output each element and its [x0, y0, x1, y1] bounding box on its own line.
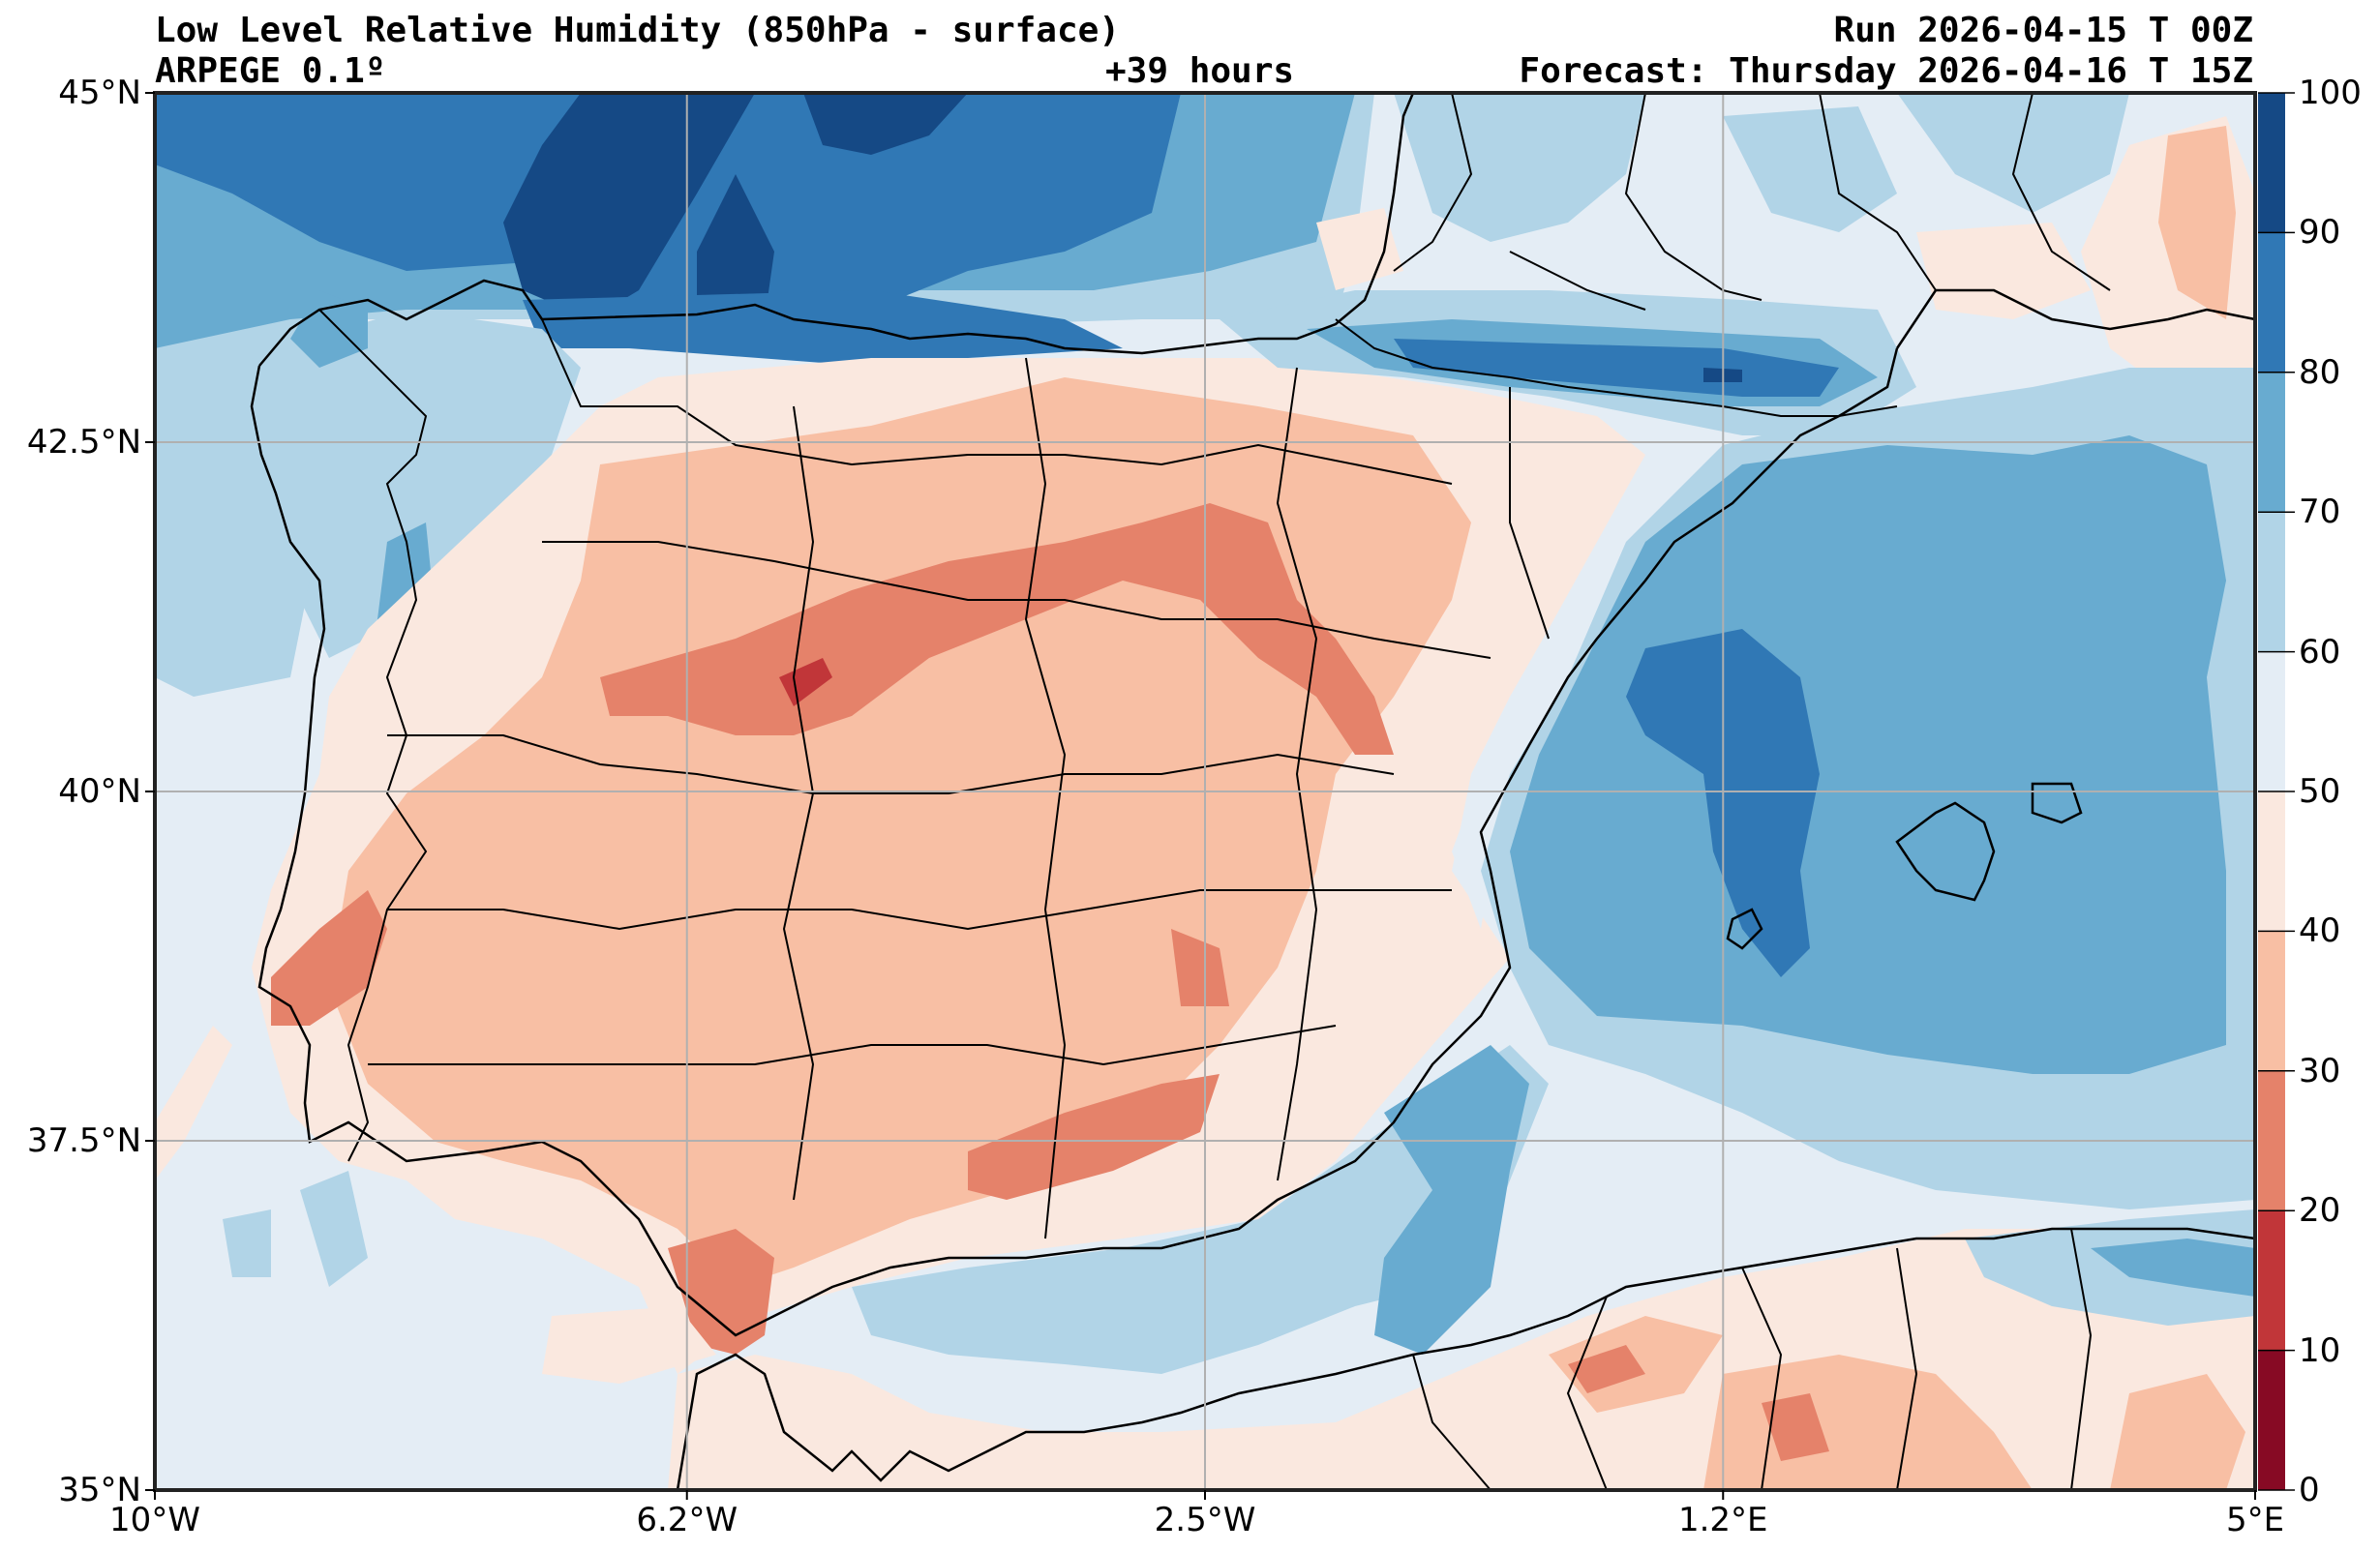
model-label: ARPEGE 0.1º	[155, 51, 386, 91]
border-france-regions	[1393, 93, 2111, 311]
colorbar-tick-label: 0	[2299, 1471, 2320, 1509]
colorbar-tick-label: 20	[2299, 1191, 2341, 1231]
colorbar-segment	[2258, 931, 2285, 1071]
colorbar-segment	[2258, 1070, 2285, 1211]
colorbar-segment	[2258, 651, 2285, 791]
border-regions-v3	[1276, 367, 1318, 1181]
field-alboran-70	[1374, 1045, 1529, 1355]
colorbar-tick-label: 70	[2299, 492, 2341, 532]
border-regions-5	[368, 1025, 1337, 1066]
colorbar-tick-label: 60	[2299, 632, 2341, 672]
field-levante-50	[1452, 542, 1665, 929]
regional-borders	[318, 93, 2111, 1490]
colorbar	[2258, 92, 2295, 1491]
coast-ibiza	[1726, 908, 1763, 950]
coast-north-iberia	[258, 93, 1415, 367]
coast-africa	[676, 1227, 2255, 1490]
run-label: Run 2026-04-15 T 00Z	[1833, 11, 2253, 50]
border-africa-regions	[1412, 1228, 2093, 1490]
field-lisbon-20	[271, 890, 387, 1026]
colorbar-tick-label: 80	[2299, 352, 2341, 392]
lon-tick-label: 1.2°E	[1677, 1501, 1768, 1539]
colorbar-tick-label: 50	[2299, 772, 2341, 811]
coast-west-iberia	[250, 347, 1899, 1337]
field-sistema-central-10	[779, 658, 832, 706]
lon-tick-label: 10°W	[109, 1501, 200, 1539]
field-galicia-60	[252, 310, 581, 658]
coastline	[250, 93, 2255, 1490]
colorbar-segment	[2258, 512, 2285, 652]
border-regions-3	[387, 734, 1395, 794]
border-regions-4	[387, 889, 1452, 931]
lon-tick-label: 5°E	[2225, 1501, 2285, 1539]
gridlines	[155, 93, 2255, 1490]
border-regions-v2	[1024, 357, 1067, 1239]
field-africa-70	[2091, 1239, 2255, 1297]
field-africa-60	[1965, 1209, 2255, 1326]
lat-tick-label: 40°N	[58, 772, 141, 811]
field-atlantic-60	[155, 368, 368, 1287]
field-atlantic-40	[155, 1026, 716, 1384]
lat-tick-label: 42.5°N	[26, 423, 141, 462]
field-cantabrian-80	[523, 290, 1123, 363]
field-france-60	[1394, 93, 2129, 242]
field-biscay-90	[503, 93, 968, 319]
field-iberia-30	[329, 377, 1471, 1287]
colorbar-tick-label: 10	[2299, 1330, 2341, 1370]
colorbar-tick-label: 30	[2299, 1051, 2341, 1090]
colorbar-tick-label: 100	[2299, 74, 2362, 112]
border-spain-france	[1335, 318, 1898, 417]
forecast-label: Forecast: Thursday 2026-04-16 T 15Z	[1519, 51, 2253, 91]
field-africa-20	[1568, 1345, 1829, 1461]
field-france-30	[2158, 126, 2236, 319]
lon-tick-label: 6.2°W	[636, 1501, 738, 1539]
lat-tick-label: 35°N	[58, 1471, 141, 1509]
lead-time-label: +39 hours	[1105, 51, 1295, 91]
axis-ticks	[145, 92, 2256, 1500]
coast-mallorca	[1895, 801, 1996, 902]
colorbar-segment	[2258, 1210, 2285, 1351]
border-regions-v4	[1509, 387, 1550, 640]
colorbar-segment	[2258, 93, 2285, 233]
lat-tick-label: 37.5°N	[26, 1121, 141, 1160]
field-alboran-60	[852, 1045, 1549, 1374]
colorbar-tick-label: 90	[2299, 213, 2341, 253]
field-galicia-70	[290, 290, 436, 658]
lat-tick-label: 45°N	[58, 74, 141, 112]
field-med-70	[1510, 435, 2226, 1074]
colorbar-segment	[2258, 791, 2285, 932]
border-regions-2	[542, 541, 1491, 659]
lon-tick-label: 2.5°W	[1154, 1501, 1256, 1539]
colorbar-segment	[2258, 1350, 2285, 1490]
colorbar-segment	[2258, 372, 2285, 513]
chart-title: Low Level Relative Humidity (850hPa - su…	[155, 11, 1120, 50]
colorbar-segment	[2258, 232, 2285, 373]
map-field	[155, 93, 2255, 1490]
colorbar-tick-label: 40	[2299, 911, 2341, 951]
border-regions-1	[541, 318, 1453, 485]
border-regions-v1	[782, 405, 815, 1201]
coast-menorca	[2031, 782, 2083, 824]
coast-france-med	[1895, 288, 2255, 349]
